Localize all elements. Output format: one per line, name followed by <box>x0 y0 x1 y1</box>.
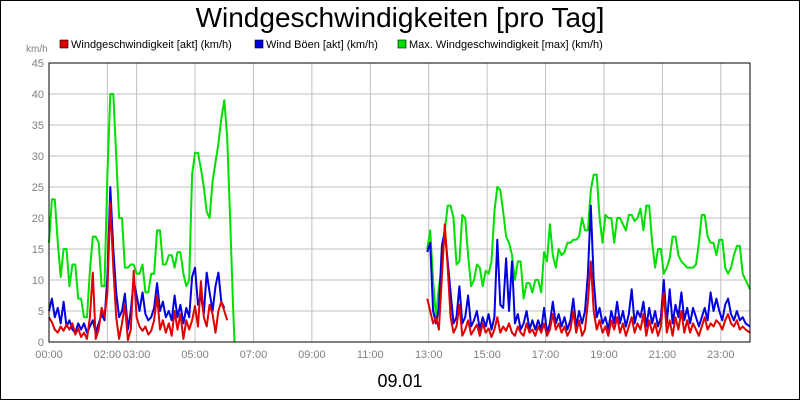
x-tick-label: 19:00 <box>590 349 618 361</box>
x-tick-label: 05:00 <box>181 349 209 361</box>
x-tick-label: 13:00 <box>415 349 443 361</box>
legend-label: Wind Böen [akt] (km/h) <box>266 39 378 51</box>
y-tick-label: 0 <box>38 337 44 349</box>
x-tick-label: 07:00 <box>240 349 268 361</box>
x-tick-label: 23:00 <box>707 349 735 361</box>
series-line-2 <box>426 204 751 334</box>
legend-swatch <box>397 39 407 49</box>
x-tick-label: 03:00 <box>123 349 151 361</box>
x-tick-label: 17:00 <box>532 349 560 361</box>
x-tick-label: 11:00 <box>357 349 384 361</box>
series-line-1 <box>48 201 229 342</box>
y-axis-unit: km/h <box>26 44 48 55</box>
date-label: 09.01 <box>377 371 422 391</box>
y-tick-label: 45 <box>32 58 44 70</box>
y-tick-label: 5 <box>38 306 44 318</box>
plot-area-border <box>48 62 751 343</box>
y-tick-label: 20 <box>32 213 44 225</box>
y-tick-label: 35 <box>32 120 44 132</box>
legend-swatch <box>254 39 264 49</box>
x-tick-labels: 00:00 02:00 03:00 05:00 07:00 09:00 11:00 13:00… <box>35 349 734 361</box>
y-tick-labels: 0 5 10 15 20 25 30 35 40 45 <box>32 58 44 349</box>
series-line-2 <box>48 186 226 334</box>
x-tick-label: 00:00 <box>35 349 63 361</box>
y-tick-label: 15 <box>32 244 44 256</box>
series-line-3 <box>426 173 751 319</box>
series-layer <box>48 93 751 343</box>
series-line-1 <box>426 223 751 338</box>
x-tick-label: 21:00 <box>649 349 677 361</box>
legend: Windgeschwindigkeit [akt] (km/h) Wind Böe… <box>59 39 603 51</box>
x-tick-label: 15:00 <box>473 349 501 361</box>
y-tick-label: 10 <box>32 275 44 287</box>
legend-label: Max. Windgeschwindigkeit [max] (km/h) <box>409 39 603 51</box>
legend-label: Windgeschwindigkeit [akt] (km/h) <box>71 39 232 51</box>
legend-swatch <box>59 39 69 49</box>
x-tick-label: 02:00 <box>94 349 122 361</box>
y-tick-label: 25 <box>32 182 44 194</box>
series-line-3 <box>48 93 236 343</box>
x-tick-label: 09:00 <box>298 349 326 361</box>
y-tick-label: 40 <box>32 89 44 101</box>
chart-title: Windgeschwindigkeiten [pro Tag] <box>196 2 605 33</box>
y-tick-label: 30 <box>32 151 44 163</box>
